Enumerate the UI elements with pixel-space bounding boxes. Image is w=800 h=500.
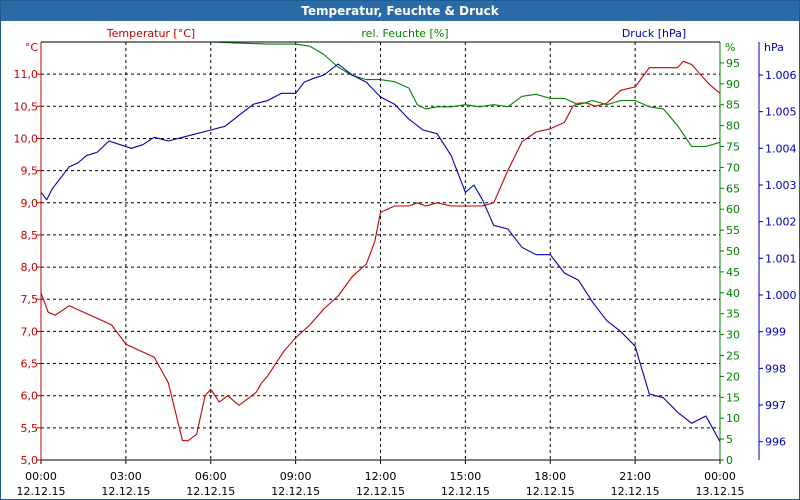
temperature-series-line <box>40 60 721 442</box>
humidity-tick-label: 80 <box>726 120 740 133</box>
humidity-tick-label: 55 <box>726 224 740 237</box>
pressure-unit: hPa <box>764 41 784 54</box>
x-tick-date: 13.12.15 <box>696 485 745 498</box>
humidity-tick-label: 70 <box>726 161 740 174</box>
pressure-tick-label: 1.003 <box>765 179 797 192</box>
humidity-tick-label: 90 <box>726 78 740 91</box>
pressure-tick-label: 1.005 <box>765 106 797 119</box>
temperature-tick-label: 10,0 <box>14 132 39 145</box>
temperature-tick-label: 9,0 <box>21 197 39 210</box>
humidity-tick-label: 95 <box>726 57 740 70</box>
temperature-tick-label: 9,5 <box>21 165 39 178</box>
x-tick-date: 12.12.15 <box>441 485 490 498</box>
humidity-tick-label: 40 <box>726 287 740 300</box>
pressure-tick-label: 1.001 <box>765 252 797 265</box>
humidity-tick-label: 10 <box>726 412 740 425</box>
humidity-tick-label: 25 <box>726 350 740 363</box>
chart-title: Temperatur, Feuchte & Druck <box>1 1 799 21</box>
pressure-tick-label: 999 <box>765 326 786 339</box>
pressure-tick-label: 1.006 <box>765 69 797 82</box>
humidity-axis-label: rel. Feuchte [%] <box>361 27 448 40</box>
x-tick-time: 03:00 <box>110 470 142 483</box>
humidity-tick-label: 15 <box>726 391 740 404</box>
x-tick-date: 12.12.15 <box>526 485 575 498</box>
x-tick-time: 15:00 <box>450 470 482 483</box>
temperature-tick-label: 8,0 <box>21 261 39 274</box>
temperature-tick-label: 6,5 <box>21 358 39 371</box>
x-tick-date: 12.12.15 <box>101 485 150 498</box>
humidity-tick-label: 45 <box>726 266 740 279</box>
temperature-tick-label: 10,5 <box>14 100 39 113</box>
x-tick-time: 12:00 <box>365 470 397 483</box>
x-tick-time: 00:00 <box>25 470 57 483</box>
pressure-axis-label: Druck [hPa] <box>622 27 686 40</box>
temperature-tick-label: 11,0 <box>14 68 39 81</box>
temperature-tick-label: 7,5 <box>21 293 39 306</box>
humidity-tick-label: 30 <box>726 329 740 342</box>
temperature-tick-label: 7,0 <box>21 325 39 338</box>
humidity-tick-label: 35 <box>726 308 740 321</box>
pressure-tick-label: 998 <box>765 362 786 375</box>
humidity-tick-label: 20 <box>726 370 740 383</box>
temperature-axis-label: Temperatur [°C] <box>106 27 195 40</box>
humidity-series-line <box>41 41 721 148</box>
x-tick-time: 00:00 <box>704 470 736 483</box>
humidity-tick-label: 0 <box>726 454 733 467</box>
x-tick-time: 09:00 <box>280 470 312 483</box>
pressure-tick-label: 1.002 <box>765 216 797 229</box>
x-tick-date: 12.12.15 <box>611 485 660 498</box>
temperature-tick-label: 5,0 <box>21 454 39 467</box>
x-tick-date: 12.12.15 <box>17 485 66 498</box>
humidity-tick-label: 75 <box>726 141 740 154</box>
humidity-tick-label: 50 <box>726 245 740 258</box>
temperature-unit: °C <box>25 41 39 54</box>
pressure-series-line <box>40 63 721 442</box>
x-tick-time: 21:00 <box>619 470 651 483</box>
temperature-tick-label: 5,5 <box>21 422 39 435</box>
temperature-tick-label: 6,0 <box>21 390 39 403</box>
pressure-tick-label: 996 <box>765 436 786 449</box>
x-tick-date: 12.12.15 <box>356 485 405 498</box>
x-tick-time: 06:00 <box>195 470 227 483</box>
x-tick-date: 12.12.15 <box>186 485 235 498</box>
humidity-tick-label: 5 <box>726 433 733 446</box>
humidity-tick-label: 65 <box>726 182 740 195</box>
humidity-tick-label: 60 <box>726 203 740 216</box>
x-tick-date: 12.12.15 <box>271 485 320 498</box>
x-tick-time: 18:00 <box>534 470 566 483</box>
pressure-tick-label: 1.004 <box>765 142 797 155</box>
humidity-unit: % <box>725 41 735 54</box>
pressure-tick-label: 997 <box>765 399 786 412</box>
humidity-tick-label: 85 <box>726 99 740 112</box>
pressure-tick-label: 1.000 <box>765 289 797 302</box>
temperature-tick-label: 8,5 <box>21 229 39 242</box>
